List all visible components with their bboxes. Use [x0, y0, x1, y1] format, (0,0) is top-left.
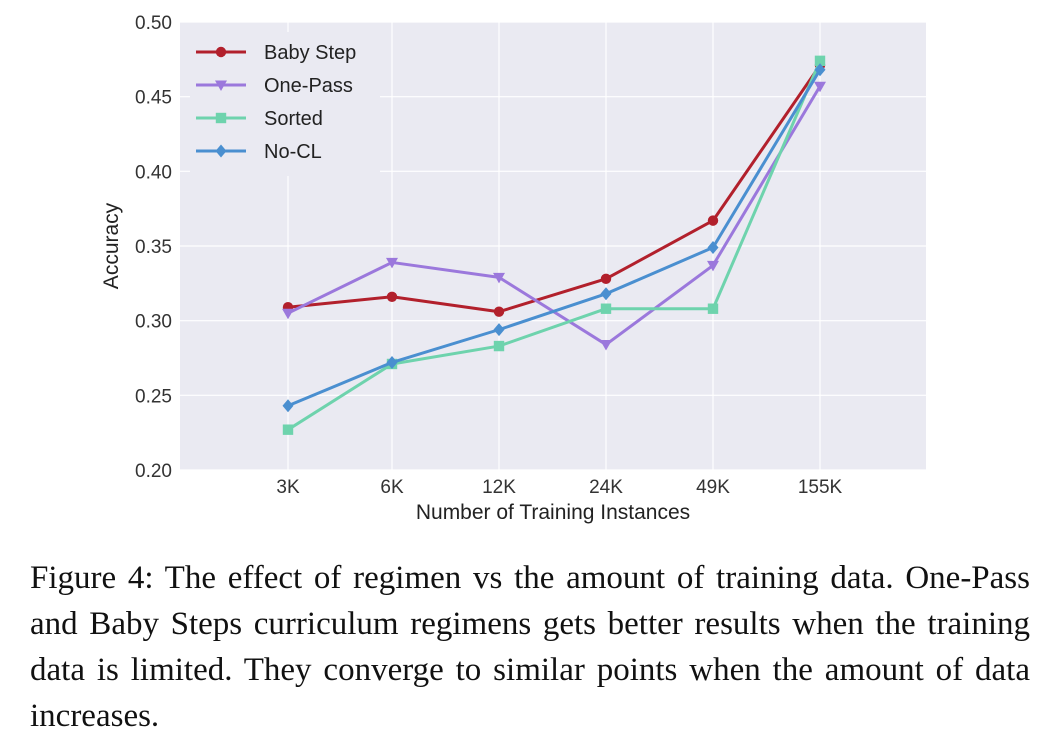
data-point	[282, 424, 294, 435]
data-point	[282, 399, 294, 413]
series-line	[287, 69, 822, 408]
legend-label: One-Pass	[264, 75, 353, 97]
series-baby-step	[282, 60, 826, 317]
data-point	[814, 63, 826, 77]
legend-marker	[215, 112, 227, 124]
series-no-cl	[282, 63, 826, 413]
x-tick-label: 155K	[798, 477, 843, 498]
data-point	[707, 215, 719, 226]
data-point	[600, 273, 612, 285]
legend-label: Baby Step	[264, 42, 356, 64]
x-tick-label: 24K	[589, 477, 623, 498]
x-tick-labels: 3K 6K 12K 24K 49K 155K	[276, 477, 842, 498]
data-point	[493, 272, 505, 284]
series-group	[282, 55, 826, 435]
y-axis-label: Accuracy	[100, 202, 123, 289]
y-tick-label: 0.40	[135, 162, 172, 183]
data-point	[386, 291, 398, 302]
data-point	[707, 260, 719, 272]
y-tick-label: 0.35	[135, 237, 172, 258]
y-tick-label: 0.25	[135, 386, 172, 407]
data-point	[600, 340, 612, 351]
data-point	[493, 323, 505, 337]
data-point	[282, 308, 294, 320]
data-point	[493, 306, 505, 317]
legend-marker	[215, 46, 227, 58]
y-tick-label: 0.30	[135, 312, 172, 333]
y-tick-label: 0.50	[135, 13, 172, 34]
y-tick-labels: 0.20 0.25 0.30 0.35 0.40 0.45 0.50	[135, 13, 172, 482]
y-tick-label: 0.45	[135, 88, 172, 109]
series-line	[287, 60, 822, 431]
x-axis-label: Number of Training Instances	[416, 501, 690, 524]
legend: Baby Step One-Pass Sorted No-CL	[190, 32, 380, 176]
data-point	[600, 303, 612, 314]
legend-marker	[215, 144, 227, 158]
data-point	[493, 340, 505, 352]
data-point	[386, 355, 398, 369]
legend-label: Sorted	[264, 108, 323, 130]
legend-marker	[215, 80, 227, 91]
x-tick-label: 3K	[276, 477, 300, 498]
data-point	[814, 55, 826, 67]
data-point	[707, 303, 719, 314]
x-tick-label: 49K	[696, 477, 730, 498]
x-tick-label: 6K	[380, 477, 404, 498]
y-tick-label: 0.20	[135, 461, 172, 482]
x-tick-label: 12K	[482, 477, 516, 498]
series-line	[287, 64, 822, 314]
data-point	[600, 287, 612, 301]
data-point	[386, 257, 398, 269]
legend-label: No-CL	[264, 141, 322, 163]
data-point	[707, 240, 719, 254]
data-point	[814, 81, 826, 93]
figure-caption: Figure 4: The effect of regimen vs the a…	[30, 560, 1030, 734]
